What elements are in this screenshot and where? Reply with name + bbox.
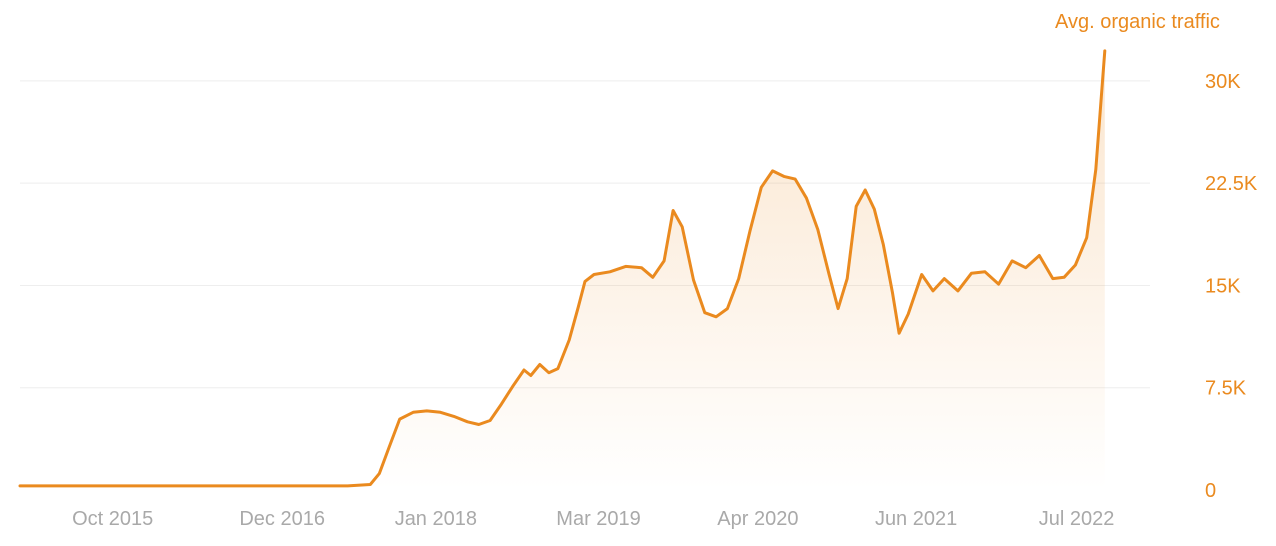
y-tick-label: 0 <box>1205 480 1216 502</box>
area-fill <box>20 51 1105 490</box>
x-tick-label: Apr 2020 <box>717 508 798 530</box>
x-axis: Oct 2015 Dec 2016 Jan 2018 Mar 2019 Apr 2020… <box>72 508 1114 530</box>
chart-title: Avg. organic traffic <box>1055 11 1220 33</box>
y-tick-label: 22.5K <box>1205 173 1258 195</box>
chart-svg: 0 7.5K 15K 22.5K 30K Oct 2015 Dec 2016 Jan 2018… <box>0 0 1276 546</box>
x-tick-label: Jun 2021 <box>875 508 957 530</box>
y-tick-label: 7.5K <box>1205 378 1247 400</box>
y-axis: 0 7.5K 15K 22.5K 30K <box>1205 71 1258 502</box>
x-tick-label: Jul 2022 <box>1039 508 1115 530</box>
y-tick-label: 15K <box>1205 275 1241 297</box>
x-tick-label: Oct 2015 <box>72 508 153 530</box>
x-tick-label: Jan 2018 <box>395 508 477 530</box>
x-tick-label: Mar 2019 <box>556 508 641 530</box>
traffic-chart: 0 7.5K 15K 22.5K 30K Oct 2015 Dec 2016 Jan 2018… <box>0 0 1276 546</box>
x-tick-label: Dec 2016 <box>239 508 325 530</box>
y-tick-label: 30K <box>1205 71 1241 93</box>
